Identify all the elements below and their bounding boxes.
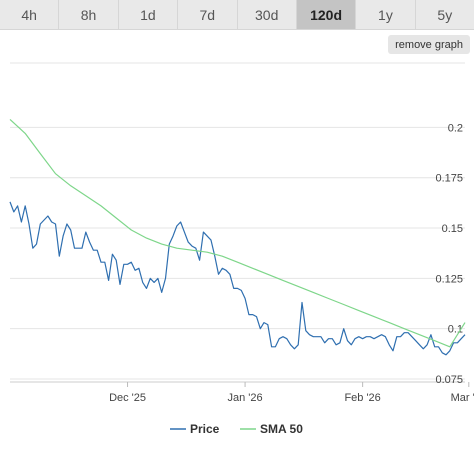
series-line-price (9, 201, 466, 356)
tab-1d[interactable]: 1d (119, 0, 179, 29)
tab-5y[interactable]: 5y (437, 6, 453, 23)
series-lines (9, 118, 466, 356)
tab-4h[interactable]: 4h (0, 0, 60, 29)
tab-120d[interactable]: 120d (296, 0, 357, 29)
grid-lines (10, 62, 465, 383)
x-tick-label: Mar '26 (451, 392, 474, 404)
remove-graph-button[interactable]: remove graph (388, 35, 470, 54)
x-axis: Dec '25 Jan '26 Feb '26 Mar '26 (109, 382, 474, 404)
legend-label: SMA 50 (260, 422, 303, 436)
legend-label: Price (190, 422, 220, 436)
y-tick-label: 0.15 (442, 223, 463, 235)
timeframe-tabs: 4h 8h 1d 7d 30d 120d 1y 5y (0, 0, 474, 30)
series-line-sma-50 (9, 118, 466, 348)
y-tick-label: 0.075 (435, 374, 463, 386)
tab-30d[interactable]: 30d (238, 0, 297, 29)
y-tick-label: 0.2 (448, 122, 463, 134)
tab-1y[interactable]: 1y (356, 0, 416, 29)
tab-7d[interactable]: 7d (178, 0, 238, 29)
y-tick-label: 0.175 (435, 173, 463, 185)
x-tick-label: Feb '26 (344, 392, 380, 404)
x-tick-label: Jan '26 (228, 392, 263, 404)
x-tick-label: Dec '25 (109, 392, 146, 404)
tab-8h[interactable]: 8h (59, 0, 119, 29)
legend: Price SMA 50 (170, 422, 303, 436)
y-tick-label: 0.125 (435, 273, 463, 285)
